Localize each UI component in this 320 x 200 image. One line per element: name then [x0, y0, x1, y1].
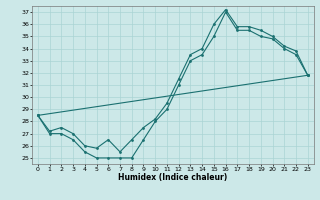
X-axis label: Humidex (Indice chaleur): Humidex (Indice chaleur)	[118, 173, 228, 182]
